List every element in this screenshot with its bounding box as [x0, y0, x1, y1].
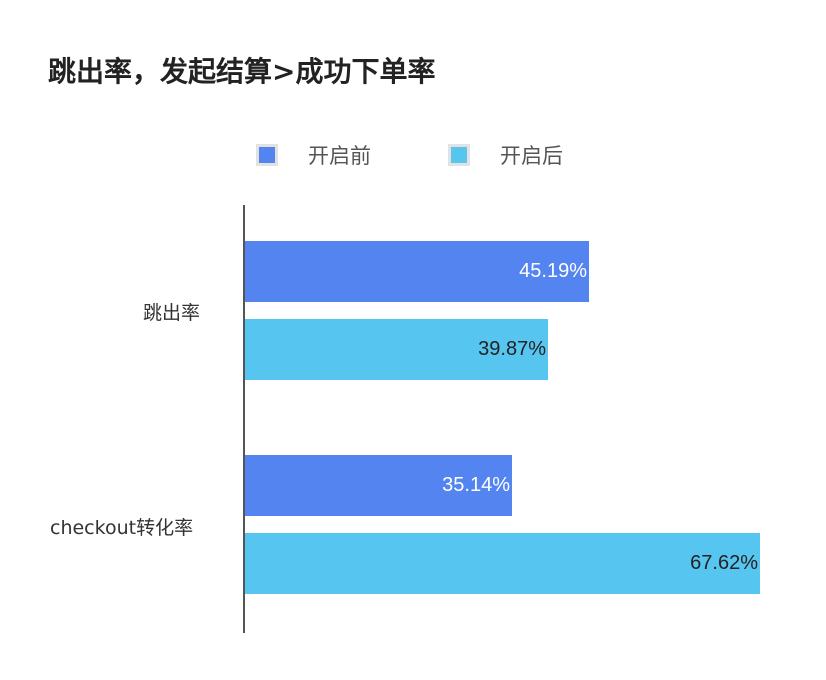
bar-value-label: 39.87%: [478, 338, 546, 360]
category-label-bounce-rate: 跳出率: [143, 302, 201, 324]
bar-value-label: 45.19%: [519, 260, 587, 282]
y-axis-line: [243, 205, 245, 633]
legend-item-after[interactable]: 开启后: [448, 141, 563, 169]
bar-value-label: 35.14%: [442, 474, 510, 496]
bar-checkout-rate-after[interactable]: 67.62%: [245, 533, 760, 594]
chart-title: 跳出率，发起结算>成功下单率: [48, 55, 436, 88]
bar-bounce-rate-before[interactable]: 45.19%: [245, 241, 589, 302]
category-label-checkout-rate: checkout转化率: [50, 517, 194, 539]
bar-checkout-rate-before[interactable]: 35.14%: [245, 455, 512, 516]
legend-swatch-after: [448, 144, 470, 166]
legend-label-before: 开启前: [308, 144, 371, 168]
legend-swatch-before: [256, 144, 278, 166]
bar-bounce-rate-after[interactable]: 39.87%: [245, 319, 548, 380]
bar-value-label: 67.62%: [690, 552, 758, 574]
legend-label-after: 开启后: [500, 144, 563, 168]
legend-item-before[interactable]: 开启前: [256, 141, 371, 169]
